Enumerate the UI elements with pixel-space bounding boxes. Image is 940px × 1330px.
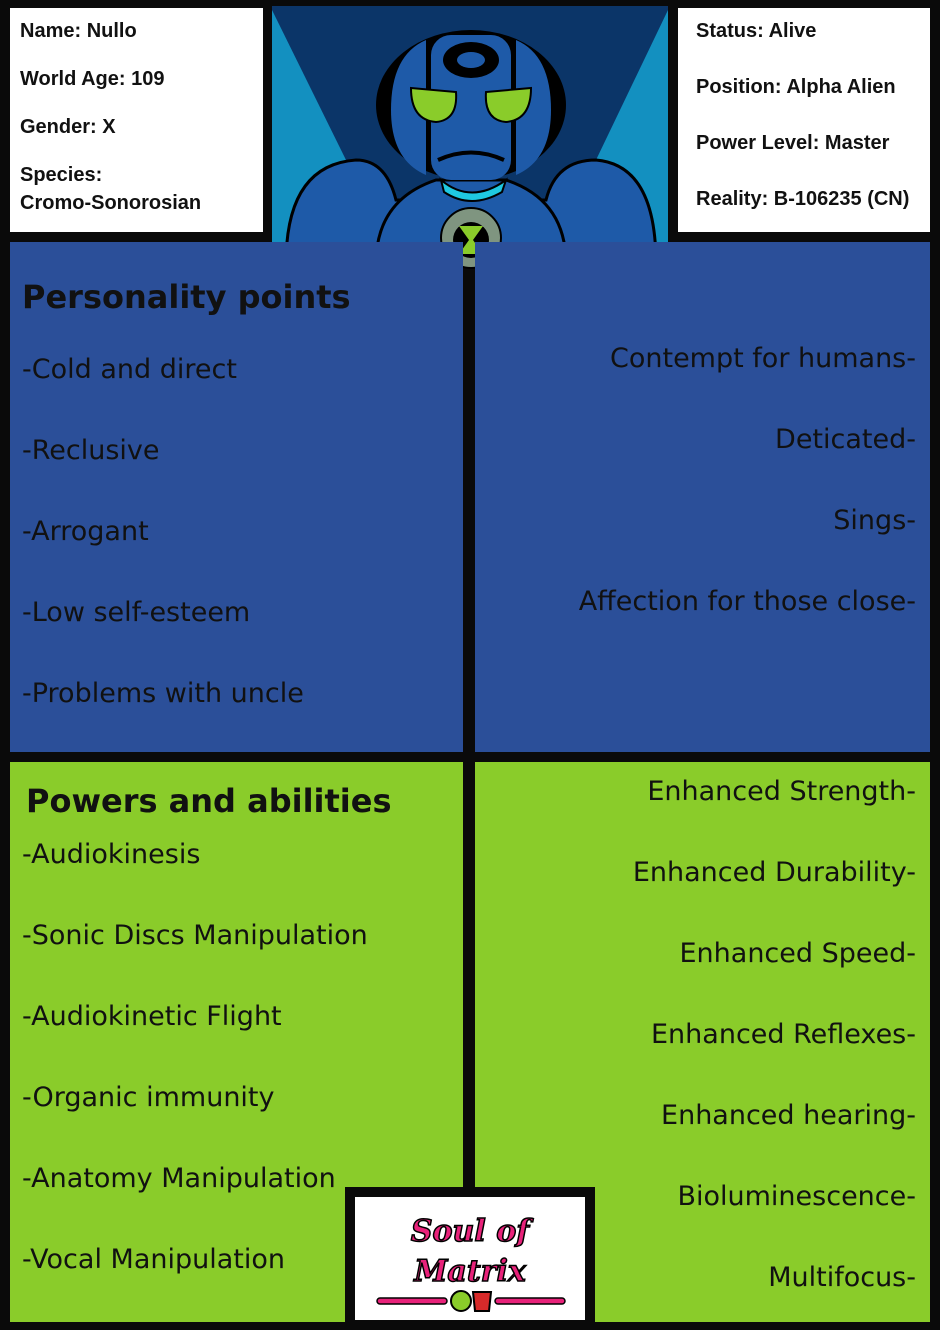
power-item: -Audiokinesis: [22, 839, 201, 870]
power-item: -Vocal Manipulation: [22, 1244, 285, 1275]
personality-item: Sings-: [833, 505, 916, 536]
personality-item: Affection for those close-: [578, 586, 916, 617]
gender-field: Gender: X: [20, 116, 116, 138]
personality-item: -Problems with uncle: [22, 678, 304, 709]
svg-text:Soul of: Soul of: [411, 1214, 534, 1249]
svg-text:Matrix: Matrix: [413, 1254, 527, 1289]
character-portrait: [266, 0, 674, 272]
power-item: Enhanced Speed-: [679, 938, 916, 969]
power-item: Enhanced Strength-: [647, 776, 916, 807]
power-level-field: Power Level: Master: [696, 132, 890, 154]
power-item: Enhanced hearing-: [661, 1100, 916, 1131]
character-info-left: Name: Nullo World Age: 109 Gender: X Spe…: [10, 8, 263, 232]
alien-portrait-image: [272, 6, 668, 269]
soul-of-matrix-logo: Soul of Matrix: [345, 1187, 595, 1330]
personality-item: -Arrogant: [22, 516, 149, 547]
power-item: Multifocus-: [768, 1262, 916, 1293]
character-info-right: Status: Alive Position: Alpha Alien Powe…: [678, 8, 930, 232]
personality-item: -Low self-esteem: [22, 597, 251, 628]
power-item: -Organic immunity: [22, 1082, 275, 1113]
status-field: Status: Alive: [696, 20, 817, 42]
personality-item: Contempt for humans-: [610, 343, 916, 374]
world-age-field: World Age: 109: [20, 68, 165, 90]
personality-item: -Reclusive: [22, 435, 160, 466]
personality-item: Deticated-: [775, 424, 916, 455]
reality-field: Reality: B-106235 (CN): [696, 188, 910, 210]
power-item: Bioluminescence-: [677, 1181, 916, 1212]
logo-artwork: Soul of Matrix: [376, 1213, 566, 1312]
personality-left-panel: Personality points -Cold and direct -Rec…: [10, 242, 463, 752]
personality-item: -Cold and direct: [22, 354, 237, 385]
power-item: -Anatomy Manipulation: [22, 1163, 336, 1194]
personality-right-panel: Contempt for humans- Deticated- Sings- A…: [475, 242, 930, 752]
position-field: Position: Alpha Alien: [696, 76, 896, 98]
name-field: Name: Nullo: [20, 20, 137, 42]
power-item: Enhanced Durability-: [632, 857, 916, 888]
species-value: Cromo-Sonorosian: [20, 192, 202, 214]
power-item: Enhanced Reflexes-: [651, 1019, 916, 1050]
power-item: -Sonic Discs Manipulation: [22, 920, 368, 951]
personality-title: Personality points: [22, 278, 351, 316]
powers-title: Powers and abilities: [26, 782, 392, 820]
power-item: -Audiokinetic Flight: [22, 1001, 282, 1032]
species-label: Species:: [20, 164, 103, 186]
